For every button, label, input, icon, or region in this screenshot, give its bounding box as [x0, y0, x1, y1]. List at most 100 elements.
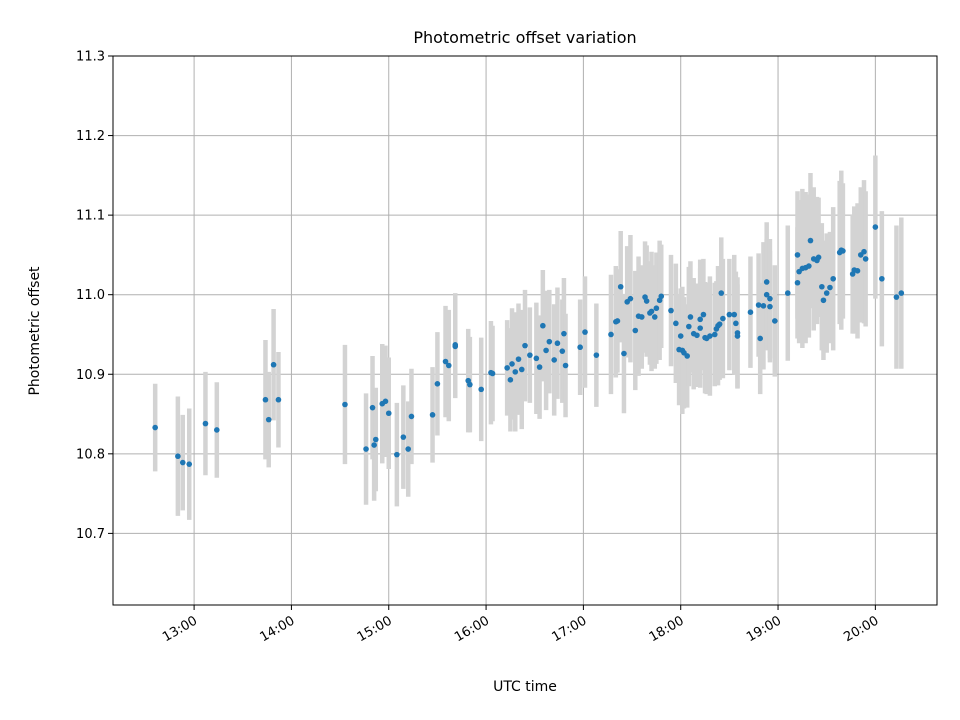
data-point: [734, 333, 741, 339]
y-tick-label: 11.2: [76, 129, 105, 144]
data-point: [400, 434, 407, 440]
data-point: [627, 295, 634, 302]
data-point: [385, 410, 392, 417]
data-point: [342, 401, 348, 408]
data-point: [577, 344, 583, 351]
data-point: [489, 370, 496, 377]
data-point: [522, 342, 528, 349]
data-point: [515, 356, 522, 362]
x-tick-label: 14:00: [257, 613, 297, 645]
data-point: [862, 256, 869, 262]
data-point: [543, 347, 549, 354]
data-point: [202, 420, 209, 427]
data-point: [582, 329, 588, 335]
data-point: [648, 308, 655, 315]
data-point: [684, 353, 691, 359]
data-point: [275, 396, 282, 403]
data-point: [879, 275, 885, 282]
y-tick-label: 10.7: [76, 527, 105, 542]
data-point: [507, 377, 514, 383]
data-point: [561, 330, 567, 337]
data-point: [175, 453, 181, 460]
data-point: [371, 442, 377, 448]
data-point: [700, 311, 707, 318]
x-tick-label: 20:00: [841, 613, 881, 645]
data-point: [760, 303, 767, 309]
data-point: [733, 320, 739, 327]
data-point: [694, 332, 700, 339]
data-point: [861, 248, 867, 255]
data-point: [716, 321, 723, 327]
data-point: [840, 248, 846, 254]
data-point: [452, 343, 459, 350]
data-point: [546, 338, 553, 345]
data-point: [757, 335, 763, 342]
y-axis-label: Photometric offset: [27, 266, 43, 396]
data-point: [726, 311, 733, 318]
y-tick-label: 11.0: [76, 288, 105, 303]
data-point: [677, 333, 684, 339]
data-point: [707, 333, 713, 339]
data-point: [504, 365, 510, 371]
data-point: [512, 369, 519, 375]
data-point: [673, 320, 679, 327]
data-point: [823, 290, 830, 296]
data-point: [653, 305, 660, 312]
y-tick-label: 11.1: [76, 209, 105, 224]
data-point: [872, 224, 879, 230]
data-point: [608, 331, 614, 338]
x-tick-label: 19:00: [744, 613, 784, 645]
data-point: [527, 352, 533, 358]
data-point: [382, 398, 389, 405]
data-point: [747, 309, 754, 316]
data-point: [893, 294, 900, 300]
data-point: [720, 315, 726, 322]
data-point: [687, 314, 694, 320]
data-point: [697, 316, 703, 323]
data-point: [262, 396, 269, 403]
data-point: [794, 279, 801, 286]
x-tick-label: 13:00: [160, 613, 200, 645]
data-point: [621, 350, 627, 357]
data-point: [372, 436, 379, 443]
data-point: [784, 290, 791, 296]
data-point: [767, 295, 773, 302]
data-point: [854, 268, 861, 274]
data-point: [265, 416, 272, 423]
data-point: [794, 252, 801, 258]
data-point: [763, 279, 770, 285]
data-point: [807, 237, 814, 244]
data-point: [718, 290, 725, 296]
data-point: [186, 461, 193, 467]
data-point: [686, 323, 692, 330]
data-point: [179, 459, 186, 466]
x-tick-label: 15:00: [355, 613, 395, 645]
data-point: [214, 427, 220, 433]
data-point: [755, 302, 762, 308]
data-point: [643, 298, 650, 304]
data-point: [554, 340, 561, 347]
data-point: [467, 381, 473, 388]
data-point: [408, 413, 415, 420]
data-point: [270, 361, 277, 368]
data-point: [638, 314, 645, 320]
data-point: [429, 412, 436, 418]
y-tick-label: 10.8: [76, 447, 105, 462]
data-point: [819, 283, 825, 290]
x-axis-label: UTC time: [493, 679, 557, 695]
data-point: [445, 362, 452, 369]
data-point: [405, 446, 412, 452]
data-point: [668, 307, 674, 314]
data-point: [771, 318, 778, 324]
data-point: [763, 291, 770, 298]
data-points: [152, 224, 905, 467]
data-point: [478, 386, 485, 393]
data-point: [711, 331, 718, 338]
data-point: [658, 293, 665, 300]
data-point: [651, 314, 658, 320]
data-point: [815, 254, 822, 261]
data-point: [559, 348, 566, 354]
data-point: [152, 424, 158, 431]
data-point: [617, 283, 624, 290]
